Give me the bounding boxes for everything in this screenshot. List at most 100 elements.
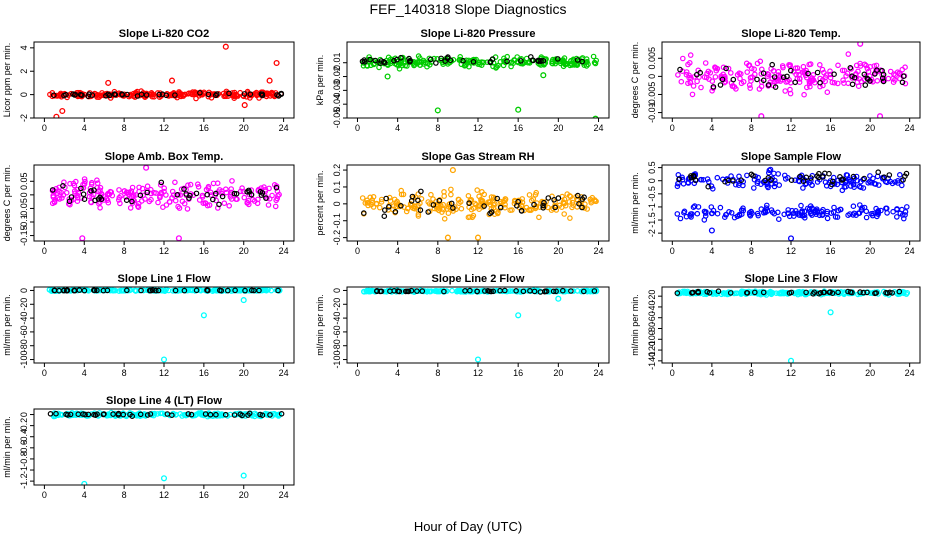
data-point [827,68,833,75]
data-point [887,68,894,75]
x-tick-label: 12 [473,246,483,256]
highlight-point [210,196,216,203]
highlight-point [47,410,54,417]
highlight-point [186,195,192,201]
data-point [750,185,757,191]
data-point [765,71,772,78]
highlight-point [552,204,559,211]
highlight-point [817,79,823,86]
highlight-point [849,81,856,88]
outlier-point [708,227,715,234]
data-point [437,287,444,294]
highlight-point [768,177,774,183]
data-point [148,186,154,193]
highlight-point [541,199,547,206]
highlight-point [481,203,487,209]
data-point [181,200,188,207]
highlight-point [124,287,130,294]
highlight-point [487,210,493,217]
highlight-point [183,191,190,197]
highlight-point [850,173,857,180]
y-tick-label: 0 [332,288,342,293]
highlight-point [487,58,494,65]
highlight-point [879,75,886,82]
x-tick-label: 0 [670,123,675,133]
data-point [158,189,165,196]
highlight-point [515,198,521,205]
data-point [232,411,239,418]
data-point [678,78,685,85]
outlier-point [168,77,176,84]
data-point [89,194,95,200]
data-point [448,191,454,198]
data-point [874,213,880,220]
data-point [514,58,521,65]
data-point [800,63,807,70]
y-tick-label: 0.005 [647,47,657,70]
highlight-point [392,209,399,215]
data-point [827,74,834,81]
y-tick-label: 0 [647,74,657,79]
x-tick-label: 0 [42,246,47,256]
data-point [690,204,697,211]
data-point [677,215,684,222]
data-point [740,207,747,214]
highlight-point [381,213,388,220]
data-point [261,287,268,294]
data-point [858,184,864,191]
highlight-point [574,192,581,199]
data-point [199,194,206,200]
data-point [266,185,272,192]
x-tick-label: 20 [239,246,249,256]
data-point [269,90,276,96]
highlight-point [448,200,455,207]
data-point [82,178,88,185]
data-point [839,187,846,194]
highlight-point [545,195,552,201]
panel-ylabel: ml/min per min. [2,416,12,478]
highlight-point [743,289,750,296]
x-tick-label: 4 [709,368,714,378]
highlight-point [129,198,135,205]
panel-3: Slope Li-820 Temp. degrees C per min. 0 4 8 1… [630,28,921,133]
outlier-point [79,235,86,241]
highlight-point [159,91,166,98]
data-point [679,55,686,62]
y-tick-label: -0.05 [332,108,342,129]
highlight-point [874,67,880,74]
data-point [860,185,867,191]
panel-title: Slope Sample Flow [741,151,842,163]
data-point [561,200,568,207]
highlight-point [147,411,154,417]
highlight-point [156,91,163,98]
y-tick-label: -1 [647,203,657,211]
highlight-point [518,58,524,64]
highlight-point [181,186,187,192]
data-point [700,177,707,183]
x-tick-label: 4 [395,246,400,256]
data-point [200,200,207,207]
x-tick-label: 20 [239,490,249,500]
y-tick-label: 2 [19,69,29,74]
data-point [728,210,735,216]
data-point [161,185,168,192]
data-point [896,172,903,178]
data-point [163,202,170,208]
data-point [74,192,80,199]
x-tick-label: 4 [709,246,714,256]
data-point [265,287,271,293]
x-tick-label: 8 [122,368,127,378]
data-point [493,287,500,294]
data-point [269,192,275,199]
data-point [244,200,251,206]
highlight-point [803,174,810,181]
highlight-point [803,289,809,296]
highlight-point [53,410,59,417]
highlight-point [193,287,200,294]
highlight-point [417,207,424,213]
data-point [234,196,240,203]
highlight-point [513,287,519,294]
outlier-point [444,234,451,241]
data-point [140,287,147,294]
data-point [863,62,869,69]
